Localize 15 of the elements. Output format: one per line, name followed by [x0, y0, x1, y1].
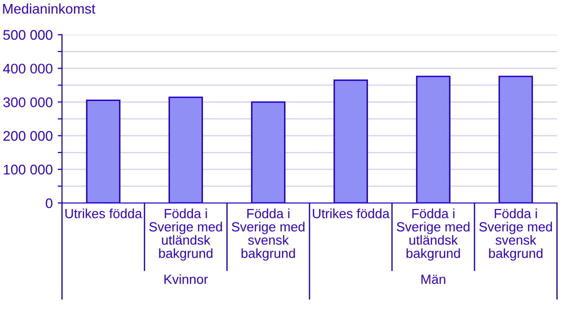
y-tick-label: 400 000 [3, 64, 52, 74]
x-tick-label: Utrikes födda [312, 208, 390, 218]
x-tick-label: Födda i Sverige med svensk bakgrund [232, 208, 304, 261]
y-tick-label: 500 000 [3, 30, 52, 40]
x-tick-label: Utrikes födda [65, 208, 142, 218]
y-tick-label: 300 000 [3, 97, 52, 108]
x-tick-label: Födda i Sverige med utländsk bakgrund [396, 208, 470, 261]
text: Män [422, 274, 446, 284]
x-tick-label: Födda i Sverige med utländsk bakgrund [149, 208, 222, 261]
y-tick-label: 100 000 [4, 164, 52, 175]
y-tick-label: 0 [46, 198, 52, 208]
y-tick-label: 200 000 [3, 131, 52, 141]
y-axis-title: Medianinkomst [3, 4, 96, 14]
text: Kvinnor [164, 274, 208, 284]
x-tick-label: Födda i Sverige med svensk bakgrund [479, 208, 552, 261]
